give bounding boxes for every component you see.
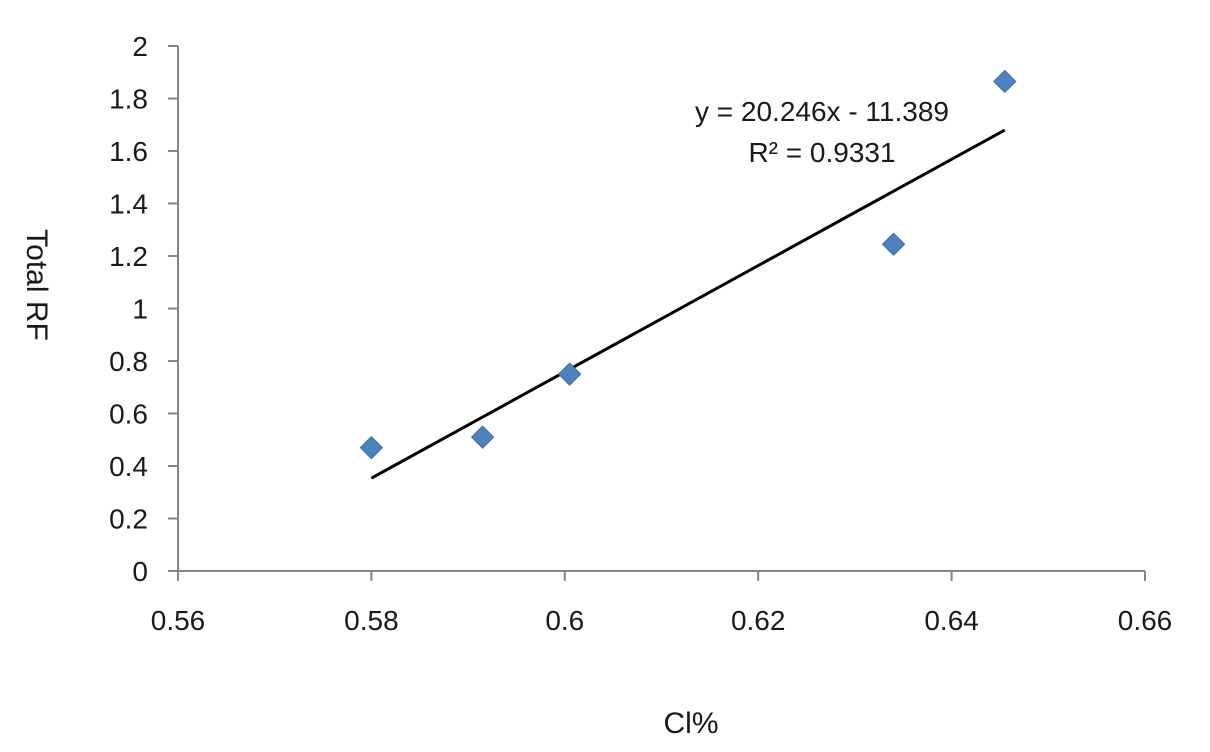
x-tick-label: 0.58 xyxy=(344,605,399,636)
data-point xyxy=(470,425,495,449)
y-tick-label: 0.4 xyxy=(109,451,148,482)
data-point xyxy=(557,362,582,386)
y-tick-label: 1.2 xyxy=(109,241,148,272)
y-tick-label: 1.6 xyxy=(109,136,148,167)
x-axis-title: Cl% xyxy=(663,707,718,740)
x-tick-label: 0.62 xyxy=(731,605,786,636)
y-tick-label: 1 xyxy=(132,294,148,325)
y-tick-label: 0.2 xyxy=(109,504,148,535)
y-tick-label: 1.4 xyxy=(109,189,148,220)
y-tick-label: 0.6 xyxy=(109,399,148,430)
y-axis-title: Total RF xyxy=(20,229,53,341)
x-tick-label: 0.66 xyxy=(1118,605,1173,636)
x-tick-label: 0.64 xyxy=(924,605,979,636)
trendline-equation: y = 20.246x - 11.389 xyxy=(695,96,949,127)
axes xyxy=(177,46,1145,572)
trendline-group xyxy=(370,128,1006,480)
y-tick-label: 0.8 xyxy=(109,346,148,377)
r-squared-label: R² = 0.9331 xyxy=(748,137,895,168)
y-axis-ticks: 0 0.2 0.4 0.6 0.8 1 1.2 1.4 1.6 1.8 2 xyxy=(109,31,178,587)
data-point xyxy=(881,232,906,256)
trendline xyxy=(370,128,1006,480)
y-tick-label: 0 xyxy=(132,556,148,587)
data-points xyxy=(359,69,1017,460)
data-point xyxy=(359,435,384,460)
x-tick-label: 0.6 xyxy=(545,605,584,636)
data-point xyxy=(993,69,1017,94)
x-axis-ticks: 0.56 0.58 0.6 0.62 0.64 0.66 xyxy=(151,571,1173,636)
x-tick-label: 0.56 xyxy=(151,605,206,636)
y-tick-label: 2 xyxy=(132,31,148,62)
y-tick-label: 1.8 xyxy=(109,84,148,115)
